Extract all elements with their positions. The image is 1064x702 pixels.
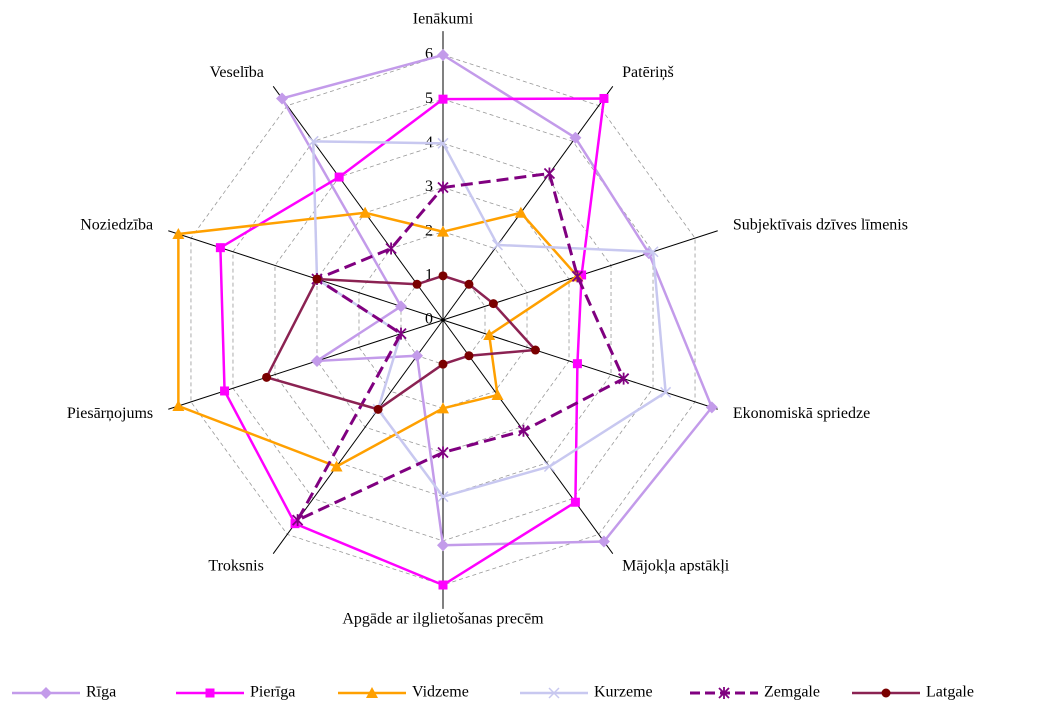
r-tick-label: 3 (425, 178, 433, 195)
marker (394, 300, 407, 313)
marker (366, 687, 378, 698)
marker (438, 271, 448, 281)
marker (412, 279, 422, 289)
marker (373, 404, 383, 414)
marker (881, 688, 891, 698)
marker (359, 206, 372, 218)
marker (491, 389, 504, 401)
marker (543, 460, 555, 473)
marker (437, 491, 449, 503)
marker (483, 329, 496, 341)
marker (438, 359, 448, 369)
r-tick-label: 0 (425, 311, 433, 328)
marker (220, 386, 230, 396)
legend-label: Latgale (926, 684, 974, 701)
marker (437, 137, 449, 149)
marker (312, 274, 322, 284)
r-tick-label: 2 (425, 222, 433, 239)
marker (172, 399, 185, 411)
marker (543, 167, 556, 180)
legend-label: Kurzeme (594, 684, 653, 701)
marker (571, 270, 584, 283)
marker (548, 687, 560, 699)
category-label: Piesārņojums (67, 405, 153, 422)
legend-label: Rīga (86, 684, 116, 701)
category-label: Subjektīvais dzīves līmenis (733, 216, 908, 233)
marker (437, 539, 449, 552)
marker (599, 93, 609, 103)
series (262, 271, 540, 414)
marker (705, 401, 718, 414)
marker (464, 279, 474, 289)
marker (437, 49, 449, 61)
marker (617, 372, 630, 385)
marker (437, 402, 449, 414)
legend-label: Pierīga (250, 684, 295, 701)
category-label: Apgāde ar ilglietošanas precēm (342, 611, 544, 628)
marker (438, 94, 448, 104)
series (307, 135, 672, 503)
r-tick-label: 5 (425, 90, 433, 107)
marker (40, 687, 52, 699)
legend-label: Zemgale (764, 684, 820, 701)
category-label: Veselība (210, 64, 264, 81)
marker (514, 206, 527, 218)
legend-label: Vidzeme (412, 684, 469, 701)
marker (291, 514, 304, 527)
marker (385, 242, 397, 255)
marker (205, 688, 215, 698)
series-line (280, 53, 714, 547)
marker (307, 135, 319, 147)
marker (172, 228, 185, 240)
marker (464, 351, 474, 361)
series-line (264, 274, 539, 411)
r-tick-label: 1 (425, 267, 433, 284)
marker (411, 349, 424, 362)
marker (310, 354, 323, 367)
marker (334, 172, 344, 182)
category-label: Troksnis (208, 557, 263, 574)
marker (330, 460, 343, 472)
category-label: Mājokļa apstākļi (622, 557, 730, 574)
axis-spoke (168, 319, 444, 410)
marker (572, 359, 582, 369)
marker (491, 239, 504, 251)
category-label: Ekonomiskā spriedze (733, 405, 870, 422)
marker (438, 580, 448, 590)
marker (577, 270, 587, 280)
r-tick-label: 6 (425, 46, 433, 63)
marker (718, 687, 730, 699)
marker (517, 424, 530, 437)
marker (597, 535, 610, 548)
category-label: Patēriņš (622, 64, 674, 81)
marker (488, 299, 498, 309)
marker (437, 181, 449, 194)
marker (215, 243, 225, 253)
marker (570, 497, 580, 507)
marker (437, 225, 449, 237)
marker (530, 345, 540, 355)
marker (647, 246, 659, 258)
marker (569, 131, 582, 144)
marker (660, 386, 672, 398)
series (276, 49, 718, 552)
category-label: Noziedzība (80, 216, 153, 233)
marker (395, 327, 407, 340)
marker (262, 372, 272, 382)
marker (437, 446, 449, 459)
category-label: Ienākumi (413, 11, 474, 28)
marker (276, 92, 289, 105)
